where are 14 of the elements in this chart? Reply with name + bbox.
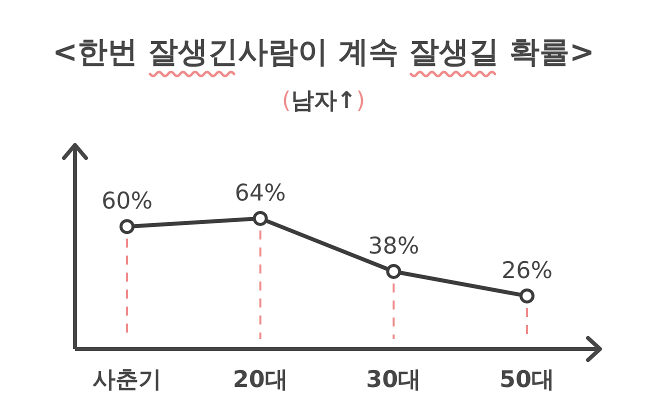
point [252, 210, 268, 226]
point [520, 288, 534, 304]
subtitle: (남자↑) [282, 88, 366, 114]
x-tick-label: 사춘기 [92, 367, 162, 393]
data-label: 38% [368, 233, 420, 260]
x-tick-label: 20대 [232, 367, 288, 393]
data-label: 64% [234, 180, 286, 206]
x-tick-label: 50대 [500, 367, 554, 393]
data-label: 60% [101, 188, 153, 215]
point [120, 219, 134, 234]
x-tick-label: 30대 [366, 367, 422, 393]
data-label: 26% [501, 258, 553, 284]
title: <한번 잘생긴사람이 계속 잘생길 확률> [52, 35, 595, 70]
point [386, 264, 402, 279]
